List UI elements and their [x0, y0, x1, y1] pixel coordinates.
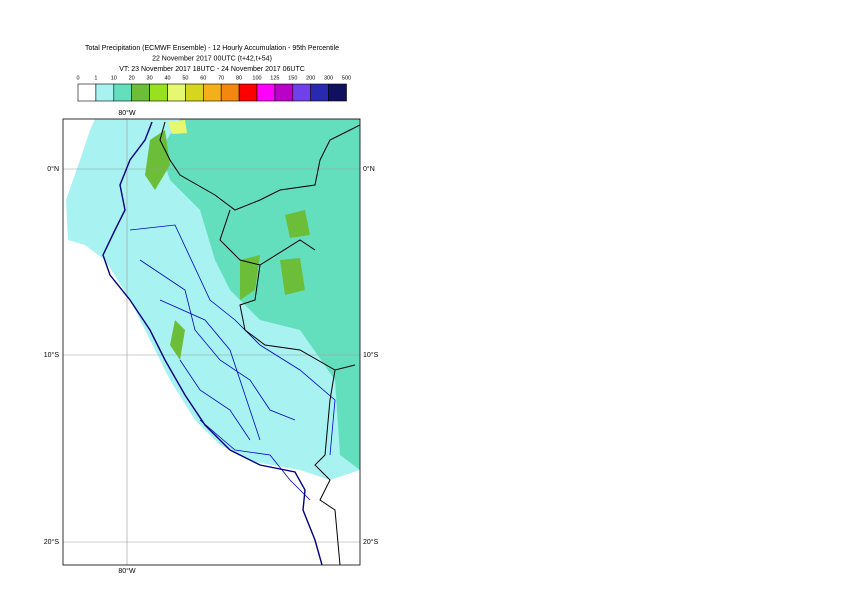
legend-label: 300	[324, 75, 333, 81]
legend-swatch	[328, 83, 347, 102]
legend-swatch	[95, 83, 115, 102]
lon-label: 80°W	[118, 567, 136, 575]
map	[63, 119, 360, 565]
map-frame	[62, 118, 361, 566]
legend-swatch	[167, 83, 186, 102]
legend-swatch	[220, 83, 240, 102]
legend-swatch	[77, 83, 97, 102]
title-line: VT: 23 November 2017 18UTC - 24 November…	[119, 66, 305, 73]
legend-swatch	[274, 83, 294, 102]
lon-label: 80°W	[118, 109, 136, 117]
legend-swatch	[113, 83, 133, 102]
legend-label: 200	[306, 75, 315, 81]
legend-swatch	[149, 83, 168, 102]
legend-swatch	[203, 83, 222, 102]
legend-label: 0	[76, 75, 79, 81]
lat-label: 20°S	[44, 538, 60, 546]
legend-swatch	[131, 83, 150, 102]
axis-labels: 80°W 80°W 0°N 0°N 10°S 10°S 20°S 20°S	[44, 109, 379, 575]
legend-swatch	[292, 83, 311, 102]
lat-label: 10°S	[363, 351, 379, 359]
title-block: Total Precipitation (ECMWF Ensemble) - 1…	[85, 45, 339, 73]
lat-label: 0°N	[47, 165, 59, 173]
legend-label: 100	[252, 75, 261, 81]
title-line: 22 November 2017 00UTC (t+42,t+54)	[152, 55, 272, 62]
legend-label: 80	[236, 75, 242, 81]
legend-label: 30	[147, 75, 153, 81]
legend-label: 40	[164, 75, 170, 81]
legend-label: 70	[218, 75, 224, 81]
legend-label: 500	[342, 75, 351, 81]
lat-label: 20°S	[363, 538, 379, 546]
legend-swatch	[185, 83, 204, 102]
legend-swatch	[238, 83, 258, 102]
legend-label: 20	[129, 75, 135, 81]
legend: 0 1 10 20 30 40 50 60 70 80 100 125 150 200 300 500	[76, 75, 351, 102]
legend-label: 125	[270, 75, 279, 81]
legend-label: 50	[182, 75, 188, 81]
legend-label: 60	[200, 75, 206, 81]
lat-label: 10°S	[44, 351, 60, 359]
legend-swatch	[310, 83, 329, 102]
legend-label: 150	[288, 75, 297, 81]
legend-label: 1	[94, 75, 97, 81]
legend-swatch	[256, 83, 276, 102]
title-line: Total Precipitation (ECMWF Ensemble) - 1…	[85, 45, 339, 52]
lat-label: 0°N	[363, 165, 375, 173]
legend-label: 10	[111, 75, 117, 81]
